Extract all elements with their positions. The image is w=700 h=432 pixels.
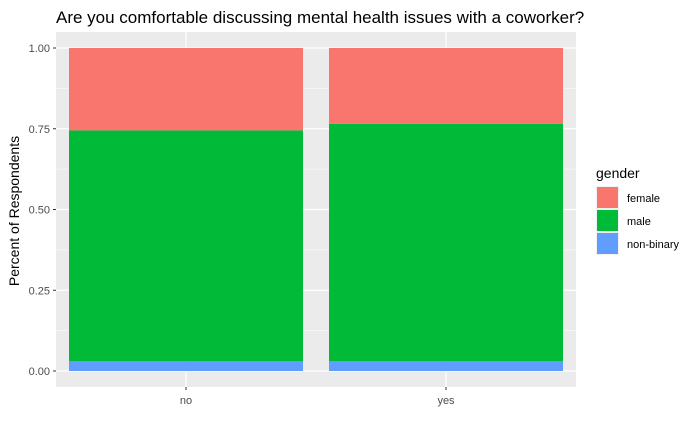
chart-title: Are you comfortable discussing mental he… [56, 8, 584, 27]
legend-title: gender [596, 165, 640, 181]
y-tick-label: 1.00 [29, 43, 50, 55]
legend-items: female male non-binary [596, 186, 679, 255]
legend-swatch-non-binary [597, 233, 618, 254]
legend-label-male: male [627, 216, 651, 228]
y-axis-ticks: 0.00 0.25 0.50 0.75 1.00 [29, 43, 56, 378]
bar-yes-female [329, 48, 563, 124]
legend-label-non-binary: non-binary [627, 239, 679, 251]
legend-swatch-male [597, 210, 618, 231]
legend: gender female male non-binary [596, 165, 679, 255]
bar-yes-male [329, 123, 563, 362]
y-tick-label: 0.25 [29, 285, 50, 297]
legend-swatch-female [597, 187, 618, 208]
bar-no-male [69, 130, 303, 362]
y-axis-title: Percent of Respondents [6, 136, 22, 286]
y-tick-label: 0.75 [29, 124, 50, 136]
y-tick-label: 0.00 [29, 366, 50, 378]
x-axis-ticks: no yes [180, 387, 455, 407]
bar-no-non-binary [69, 361, 303, 371]
legend-label-female: female [627, 193, 660, 205]
x-tick-label: yes [437, 395, 455, 407]
y-tick-label: 0.50 [29, 205, 50, 217]
bar-no-female [69, 48, 303, 131]
x-tick-label: no [180, 395, 192, 407]
bars [69, 48, 563, 371]
bar-yes-non-binary [329, 361, 563, 371]
